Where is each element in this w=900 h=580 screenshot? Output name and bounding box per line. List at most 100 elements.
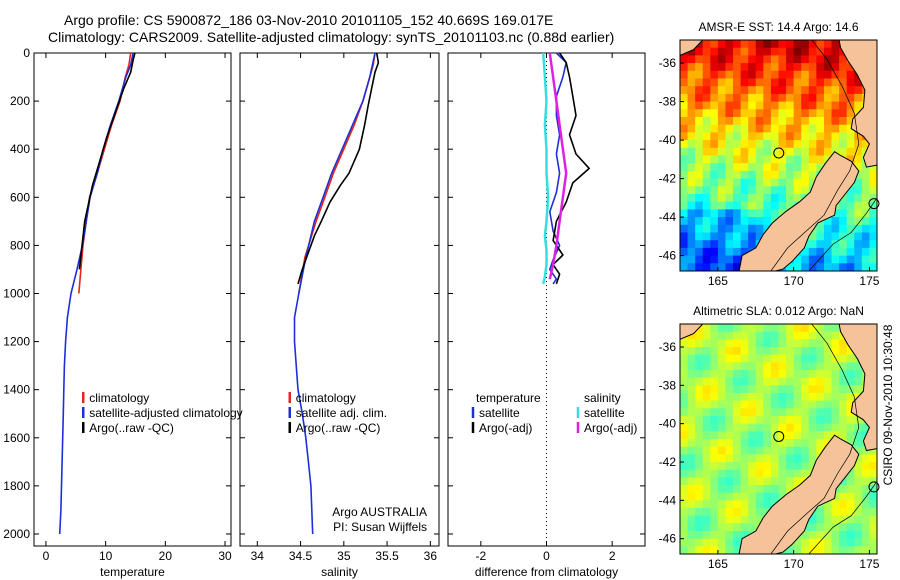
sst-map-cell xyxy=(808,247,817,257)
sla-map-cell xyxy=(831,523,840,532)
sla-map-cell xyxy=(808,385,817,394)
sla-map-cell xyxy=(755,469,764,478)
sst-map-cell xyxy=(740,47,749,56)
sla-map-cell xyxy=(854,492,863,501)
sla-map-cell xyxy=(755,377,764,386)
sla-map-cell xyxy=(687,462,696,471)
sla-map-cell xyxy=(687,408,696,417)
sla-map-cell xyxy=(748,431,757,440)
sla-map-cell xyxy=(733,370,742,379)
sst-map-cell xyxy=(748,224,757,234)
sla-map-cell xyxy=(733,393,742,402)
sst-map-cell xyxy=(823,232,833,241)
sla-map-cell xyxy=(695,523,704,532)
sst-map-cell xyxy=(702,255,711,264)
sla-map-cell xyxy=(823,331,833,340)
sst-map-cell xyxy=(695,263,704,271)
sst-map-cell xyxy=(846,93,855,103)
sst-map-cell xyxy=(763,155,772,164)
sst-map-cell xyxy=(816,47,825,56)
sst-map-cell xyxy=(763,70,772,80)
sla-map-landmass-2 xyxy=(680,324,704,340)
sla-map-cell xyxy=(839,354,848,363)
sla-map-cell xyxy=(846,416,855,425)
sla-map-cell xyxy=(846,393,855,402)
sst-map-cell xyxy=(755,40,764,49)
sst-map-cell xyxy=(786,263,795,271)
sla-map-cell xyxy=(846,423,855,432)
sla-map-cell xyxy=(702,324,711,333)
sst-map-cell xyxy=(801,147,810,157)
sst-map-cell xyxy=(823,47,833,56)
sla-map-cell xyxy=(854,546,863,554)
sla-map-cell xyxy=(808,393,817,402)
sst-map-cell xyxy=(786,93,795,103)
sst-map-cell xyxy=(808,86,817,95)
sst-map-cell xyxy=(831,86,840,95)
sst-map-cell xyxy=(854,86,863,95)
sst-map-cell xyxy=(770,170,780,180)
sst-map-cell xyxy=(717,178,727,187)
sst-map-cell xyxy=(680,255,689,264)
sla-map-cell xyxy=(861,515,871,524)
sla-map-cell xyxy=(846,477,855,486)
sst-map-cell xyxy=(710,93,719,103)
sla-map-cell xyxy=(710,354,719,363)
sla-map-cell xyxy=(793,454,802,463)
sla-map-cell xyxy=(687,546,696,554)
sla-map-cell xyxy=(740,393,749,402)
sst-map-cell xyxy=(831,109,840,118)
sla-map-cell xyxy=(786,446,795,455)
sst-map-cell xyxy=(839,86,848,95)
sst-map-cell xyxy=(808,178,817,187)
sla-map-cell xyxy=(740,347,749,356)
sla-map-cell xyxy=(755,347,764,356)
sst-map-cell xyxy=(763,194,772,203)
sla-map-cell xyxy=(854,454,863,463)
sst-map-cell xyxy=(733,55,742,64)
sla-map-cell xyxy=(717,454,727,463)
sst-map-cell xyxy=(823,78,833,87)
sla-map-cell xyxy=(710,400,719,409)
sla-map-cell xyxy=(816,347,825,356)
sst-map-cell xyxy=(755,140,764,149)
sst-map-cell xyxy=(823,40,833,49)
sst-map-cell xyxy=(854,232,863,241)
sst-map-cell xyxy=(725,70,734,80)
sla-map-cell xyxy=(763,362,772,371)
sla-map-cell xyxy=(793,324,802,333)
sla-map-cell xyxy=(748,347,757,356)
sst-map-cell xyxy=(823,63,833,72)
sst-map-cell xyxy=(846,155,855,164)
sst-map-cell xyxy=(740,178,749,187)
sst-map-cell xyxy=(869,255,877,264)
sla-map-cell xyxy=(846,377,855,386)
sst-map-cell xyxy=(861,263,871,271)
sst-map-cell xyxy=(702,40,711,49)
sst-map-cell xyxy=(687,86,696,95)
salinity-legend-2: Argo(..raw -QC) xyxy=(296,421,381,435)
sla-map-cell xyxy=(801,462,810,471)
sla-map-cell xyxy=(740,477,749,486)
sla-map-cell xyxy=(695,431,704,440)
sst-map-cell xyxy=(680,194,689,203)
sla-map-cell xyxy=(695,354,704,363)
sst-map-cell xyxy=(695,109,704,118)
sla-map-cell xyxy=(801,377,810,386)
sst-map-cell xyxy=(763,124,772,133)
sla-map-cell xyxy=(725,423,734,432)
sst-map-cell xyxy=(740,86,749,95)
sla-map-cell xyxy=(755,423,764,432)
sst-map-cell xyxy=(778,155,787,164)
sla-map-cell xyxy=(763,324,772,333)
sst-map-cell xyxy=(770,70,780,80)
sla-map-cell xyxy=(725,400,734,409)
sst-map-cell xyxy=(740,40,749,49)
sst-map-cell xyxy=(695,101,704,110)
sla-map-cell xyxy=(786,477,795,486)
float-country-annotation: Argo AUSTRALIA xyxy=(332,505,427,519)
sst-map-cell xyxy=(740,55,749,64)
sst-map-cell xyxy=(687,186,696,195)
sla-map-cell xyxy=(725,477,734,486)
sla-map-cell xyxy=(861,508,871,517)
